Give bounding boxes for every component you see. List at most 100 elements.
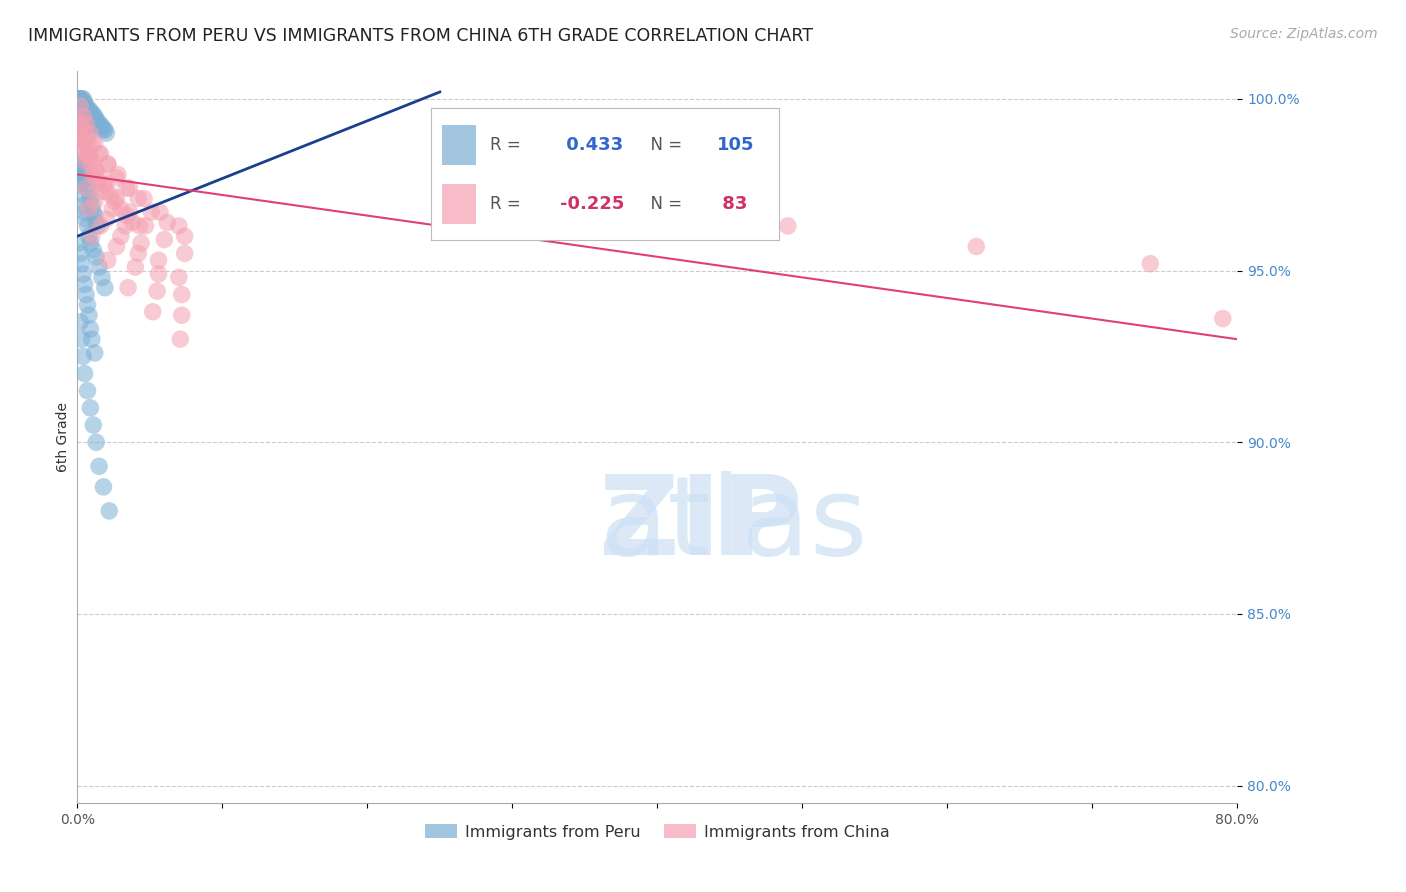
Point — [73, 277, 96, 292]
Point — [118, 181, 141, 195]
Point — [70, 122, 93, 136]
Point — [169, 332, 191, 346]
Point — [96, 126, 118, 140]
Point — [115, 181, 138, 195]
Point — [82, 205, 104, 219]
Point — [167, 219, 190, 233]
Point — [156, 215, 179, 229]
Point — [121, 215, 143, 229]
Point — [132, 191, 155, 205]
Point — [77, 112, 100, 127]
Point — [67, 92, 90, 106]
Point — [75, 170, 97, 185]
Point — [80, 229, 103, 244]
Point — [80, 116, 103, 130]
Point — [84, 435, 107, 450]
Point — [72, 98, 94, 112]
Point — [82, 418, 104, 433]
Point — [128, 219, 150, 233]
Point — [96, 185, 118, 199]
Point — [69, 120, 91, 134]
Point — [97, 157, 120, 171]
Point — [70, 170, 93, 185]
Point — [73, 109, 96, 123]
Point — [167, 270, 190, 285]
Point — [146, 284, 169, 298]
Point — [83, 109, 105, 123]
Point — [129, 235, 152, 250]
Point — [72, 167, 94, 181]
Point — [70, 188, 93, 202]
Point — [83, 136, 105, 151]
Point — [67, 161, 90, 175]
Point — [94, 178, 117, 192]
Point — [574, 194, 596, 209]
Point — [118, 205, 141, 219]
Point — [72, 153, 94, 168]
Point — [83, 164, 105, 178]
Text: IMMIGRANTS FROM PERU VS IMMIGRANTS FROM CHINA 6TH GRADE CORRELATION CHART: IMMIGRANTS FROM PERU VS IMMIGRANTS FROM … — [28, 27, 813, 45]
Point — [86, 116, 108, 130]
Point — [69, 126, 91, 140]
Point — [70, 116, 93, 130]
Point — [73, 367, 96, 381]
Point — [80, 105, 103, 120]
Point — [69, 178, 91, 192]
Point — [124, 260, 146, 274]
Point — [82, 243, 104, 257]
Point — [153, 233, 176, 247]
Point — [73, 95, 96, 110]
Point — [69, 98, 91, 112]
Point — [84, 112, 107, 127]
Point — [91, 270, 114, 285]
Point — [173, 246, 195, 260]
Point — [77, 102, 100, 116]
Point — [77, 229, 100, 244]
Point — [98, 504, 121, 518]
Point — [67, 174, 90, 188]
Point — [107, 167, 129, 181]
Point — [87, 116, 110, 130]
Point — [127, 191, 149, 205]
Point — [148, 267, 170, 281]
Point — [69, 92, 91, 106]
Point — [90, 146, 111, 161]
Point — [94, 122, 117, 136]
Point — [83, 346, 105, 360]
Point — [117, 281, 139, 295]
Point — [76, 219, 98, 233]
Point — [69, 246, 91, 260]
Point — [105, 170, 128, 185]
Point — [70, 332, 93, 346]
Point — [93, 122, 115, 136]
Point — [77, 202, 100, 216]
Point — [67, 92, 90, 106]
Point — [110, 202, 132, 216]
Point — [110, 229, 132, 244]
Point — [105, 191, 128, 205]
Point — [80, 157, 103, 171]
Point — [97, 157, 120, 171]
Point — [94, 281, 117, 295]
Point — [75, 212, 97, 227]
Point — [72, 112, 94, 127]
Point — [77, 144, 100, 158]
Point — [75, 112, 97, 127]
Point — [69, 164, 91, 178]
Point — [91, 120, 114, 134]
Point — [80, 136, 103, 151]
Point — [72, 136, 94, 151]
Point — [69, 112, 91, 127]
Text: ZIP: ZIP — [599, 471, 803, 578]
Point — [69, 105, 91, 120]
Point — [173, 229, 195, 244]
Point — [73, 153, 96, 168]
Point — [70, 102, 93, 116]
Point — [79, 126, 101, 140]
Point — [79, 401, 101, 415]
Point — [67, 112, 90, 127]
Point — [75, 146, 97, 161]
Point — [90, 219, 111, 233]
Point — [79, 150, 101, 164]
Point — [79, 105, 101, 120]
